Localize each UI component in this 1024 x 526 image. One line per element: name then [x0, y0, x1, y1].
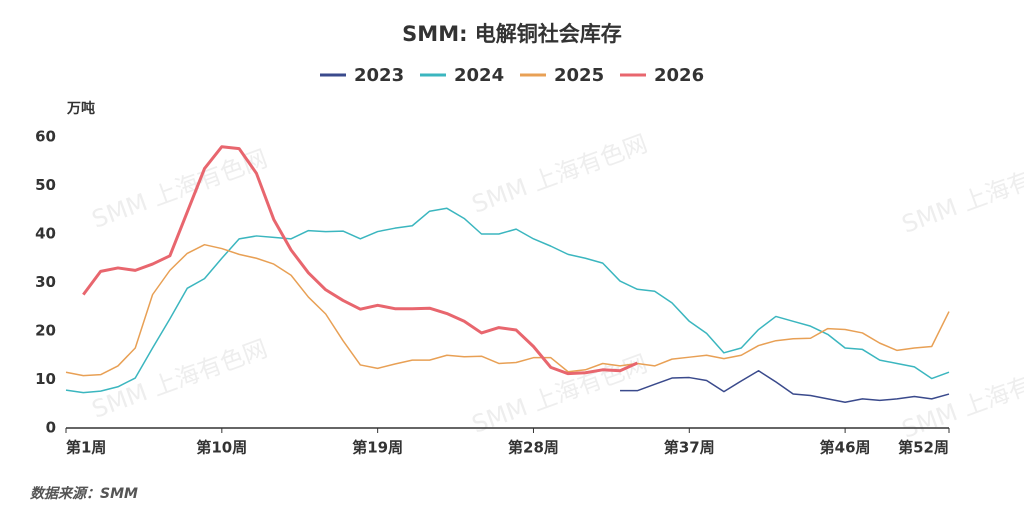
series-line: [65, 243, 950, 377]
x-tick-label: 第52周: [898, 439, 949, 457]
y-axis-label: 万吨: [66, 100, 95, 117]
watermark: SMM 上海有色网: [88, 144, 271, 233]
source: 数据来源：SMM: [30, 485, 138, 502]
x-tick-label: 第37周: [664, 439, 715, 457]
x-tick-label: 第10周: [196, 439, 247, 457]
x-tick-label: 第1周: [66, 439, 106, 457]
x-tick-label: 第46周: [820, 439, 871, 457]
y-tick-label: 40: [35, 225, 56, 243]
y-tick-label: 30: [35, 273, 56, 291]
watermark: SMM 上海有色网: [88, 334, 271, 423]
y-tick-label: 20: [35, 322, 56, 340]
legend-label: 2024: [454, 65, 504, 86]
y-tick-label: 50: [35, 176, 56, 194]
legend-label: 2026: [654, 65, 704, 86]
y-tick-label: 10: [35, 370, 56, 388]
y-tick-label: 60: [35, 128, 56, 146]
watermark: SMM 上海有色网: [468, 129, 651, 218]
watermark: SMM 上海有色网: [898, 354, 1024, 443]
x-tick-label: 第28周: [508, 439, 559, 457]
x-tick-label: 第19周: [352, 439, 403, 457]
legend-label: 2023: [354, 65, 404, 86]
series-line: [65, 207, 950, 394]
y-tick-label: 0: [46, 419, 56, 437]
chart-title: SMM: 电解铜社会库存: [402, 22, 622, 46]
legend-label: 2025: [554, 65, 604, 86]
watermark: SMM 上海有色网: [898, 149, 1024, 238]
series-line: [82, 145, 638, 376]
series-line: [620, 370, 950, 404]
